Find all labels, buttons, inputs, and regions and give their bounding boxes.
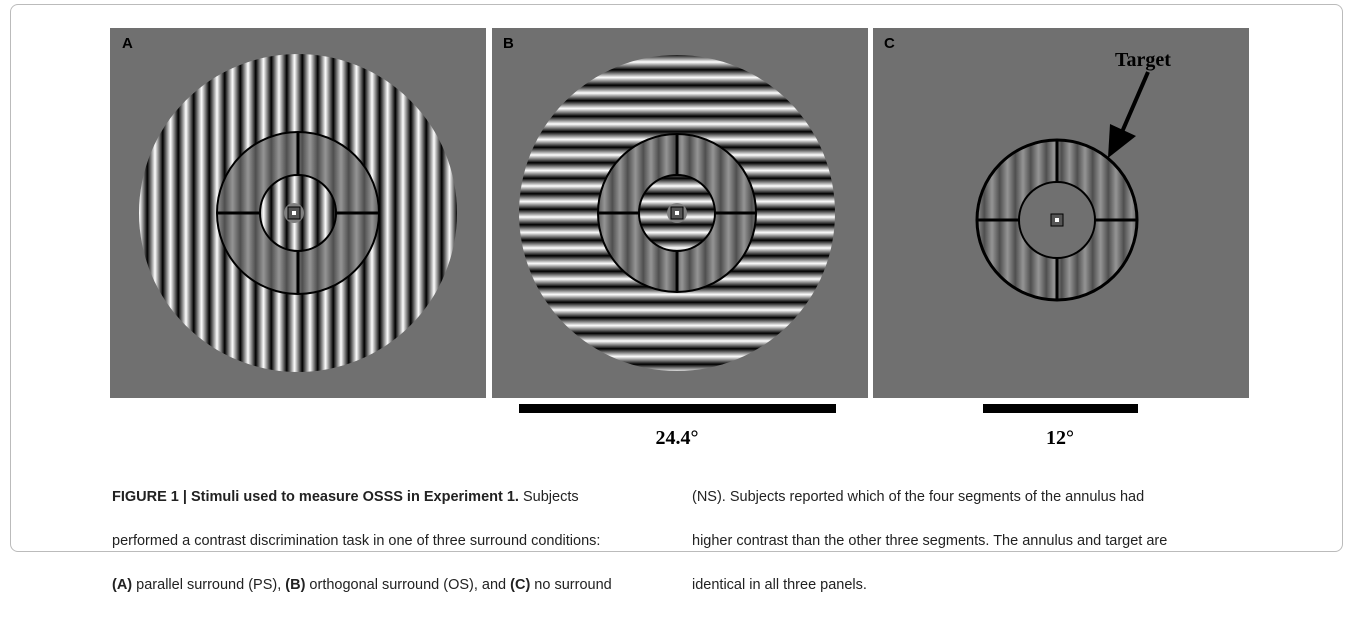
caption-left: FIGURE 1 | Stimuli used to measure OSSS … — [112, 464, 612, 618]
caption-run: (A) — [112, 577, 132, 593]
scale-label: 12° — [1046, 427, 1074, 449]
caption-run: (NS). Subjects reported which of the fou… — [692, 489, 1144, 505]
caption-run: FIGURE 1 | Stimuli used to measure OSSS … — [112, 489, 519, 505]
figure: A B Target C 24.4° 12° — [0, 0, 1355, 460]
panel-label: C — [884, 35, 895, 52]
caption-run: (B) — [285, 577, 305, 593]
caption-right: (NS). Subjects reported which of the fou… — [692, 464, 1167, 618]
caption-run: (C) — [510, 577, 530, 593]
caption-run: no surround — [530, 577, 611, 593]
panel-label: A — [122, 35, 133, 52]
panel-a: A — [110, 28, 486, 398]
panel-b: B — [492, 28, 868, 398]
caption-run: parallel surround (PS), — [132, 577, 285, 593]
panel-label: B — [503, 35, 514, 52]
caption-run: higher contrast than the other three seg… — [692, 533, 1167, 549]
scale-label: 24.4° — [656, 427, 699, 449]
caption-run: performed a contrast discrimination task… — [112, 533, 600, 549]
target-label: Target — [1115, 49, 1171, 71]
panel-c: Target C — [873, 28, 1249, 398]
caption-run: Subjects — [519, 489, 579, 505]
scale-bar — [983, 404, 1138, 413]
page: A B Target C 24.4° 12° FIGURE 1 | Stimul… — [0, 0, 1355, 558]
scale-bar — [519, 404, 836, 413]
caption-run: identical in all three panels. — [692, 577, 867, 593]
caption-run: orthogonal surround (OS), and — [305, 577, 510, 593]
